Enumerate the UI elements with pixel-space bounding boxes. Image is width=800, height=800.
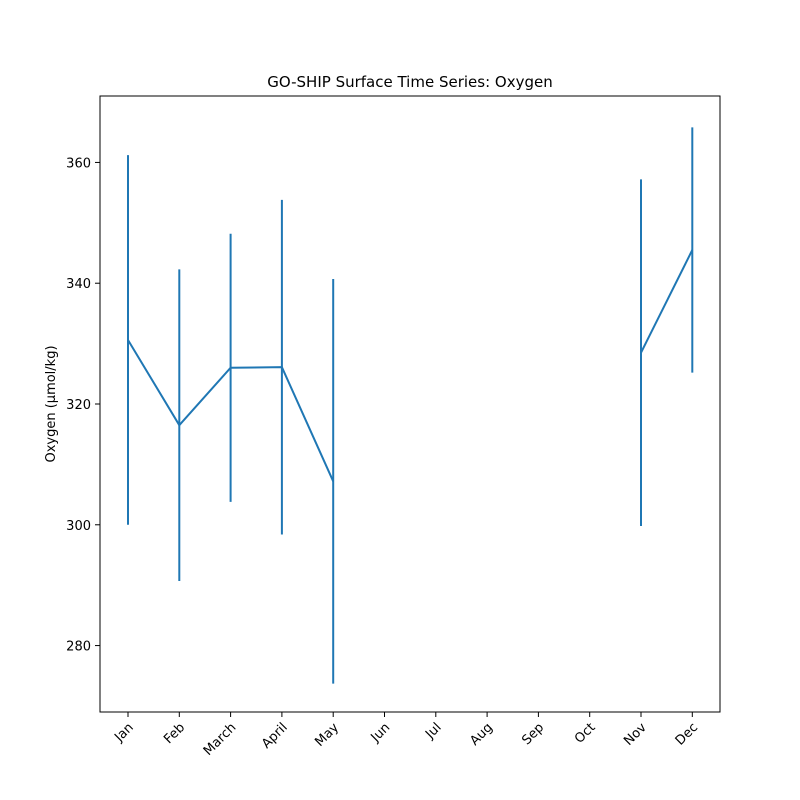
- x-tick-label: Jun: [368, 720, 394, 746]
- x-axis: Jan Feb March April May Jun Jul Aug Sep Oct Nov Dec: [111, 712, 701, 759]
- x-tick-label: Oct: [572, 720, 599, 747]
- x-tick-label: Jan: [111, 720, 136, 745]
- x-tick-label: April: [259, 720, 291, 752]
- y-tick-label: 280: [66, 640, 91, 655]
- x-tick-label: Dec: [673, 720, 701, 748]
- x-tick-label: Jul: [422, 720, 444, 742]
- x-tick-label: Nov: [621, 720, 650, 749]
- x-tick-label: Aug: [467, 720, 496, 749]
- x-tick-label: Sep: [519, 720, 547, 748]
- y-tick-label: 340: [66, 277, 91, 292]
- chart-title: GO-SHIP Surface Time Series: Oxygen: [267, 73, 552, 91]
- series-lines: [127, 249, 694, 482]
- x-tick-label: Feb: [161, 720, 188, 747]
- y-tick-label: 360: [66, 156, 91, 171]
- x-tick-label: May: [312, 720, 342, 750]
- y-tick-label: 320: [66, 398, 91, 413]
- x-tick-label: March: [201, 720, 240, 759]
- error-bars: [127, 127, 694, 684]
- y-axis: 280 300 320 340 360: [66, 156, 100, 655]
- series-line-segment: [640, 249, 694, 354]
- plot-area: [99, 95, 721, 713]
- y-tick-label: 300: [66, 519, 91, 534]
- series-line-segment: [127, 339, 335, 482]
- y-axis-label: Oxygen (µmol/kg): [44, 345, 59, 462]
